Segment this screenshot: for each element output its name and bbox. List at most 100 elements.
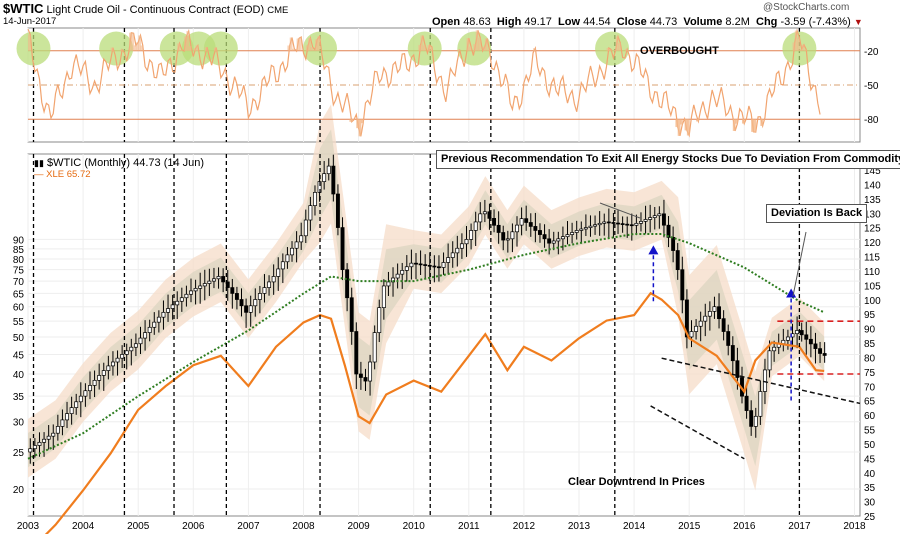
oversold-fill [735, 119, 738, 124]
line-legend-icon: — [34, 169, 44, 180]
candle-body [818, 348, 823, 354]
xle-y-tick-right: 60 [864, 411, 876, 422]
xle-y-tick-right: 80 [864, 353, 876, 364]
overbought-fill [296, 38, 300, 51]
xle-y-tick-right: 145 [864, 166, 881, 177]
xle-y-tick-right: 55 [864, 426, 876, 437]
candle-body [423, 264, 428, 266]
x-axis-tick: 2003 [17, 521, 40, 532]
high-value: 49.17 [524, 16, 552, 28]
candle-body [179, 297, 184, 302]
candle-body [446, 257, 451, 263]
candle-body [519, 218, 524, 226]
price-y-tick-left: 45 [13, 350, 25, 361]
watermark: @StockCharts.com [763, 2, 849, 13]
candle-body [101, 370, 106, 376]
volume-label: Volume [683, 16, 723, 28]
candle-body [83, 390, 88, 397]
candle-body [538, 230, 542, 235]
candle-body [193, 288, 198, 292]
candle-body [753, 415, 758, 427]
candle-body [744, 395, 749, 411]
overbought-fill [308, 37, 311, 51]
oversold-fill [760, 119, 764, 126]
candle-body [372, 332, 377, 363]
candle-body [345, 269, 350, 299]
candle-body [712, 306, 717, 312]
oversold-fill [753, 119, 757, 133]
overbought-fill [312, 49, 316, 51]
candle-body [799, 330, 804, 336]
x-axis-tick: 2014 [623, 521, 646, 532]
candlestick-series [28, 154, 827, 464]
candle-body [726, 331, 731, 346]
candle-body [166, 308, 170, 313]
candle-body [358, 373, 363, 378]
candle-body [652, 215, 657, 218]
candle-body [689, 331, 694, 338]
callout-pointer [599, 202, 641, 219]
candle-body [133, 343, 138, 348]
candle-body [560, 236, 565, 240]
price-y-tick-left: 25 [13, 448, 25, 459]
candle-body [207, 280, 212, 284]
candle-body [694, 325, 699, 332]
candle-body [299, 235, 304, 243]
candle-legend-icon: ▮▮ [34, 158, 44, 168]
candle-body [230, 287, 235, 294]
candle-body [625, 223, 630, 226]
xle-line [44, 291, 825, 534]
overbought-fill [468, 46, 472, 51]
candle-body [271, 276, 276, 283]
overbought-fill [179, 49, 183, 51]
candle-body [703, 315, 708, 322]
overbought-fill [487, 49, 490, 51]
x-axis-tick: 2011 [458, 521, 480, 532]
overbought-fill [606, 47, 610, 51]
inner-band [28, 129, 825, 468]
down-triangle-icon: ▼ [853, 17, 863, 27]
overbought-fill [193, 48, 197, 51]
xle-y-tick-right: 110 [864, 267, 880, 278]
candle-body [253, 299, 258, 307]
candle-body [450, 252, 455, 258]
price-y-tick-left: 65 [13, 289, 25, 300]
oversold-fill [356, 119, 360, 129]
candle-body [730, 345, 735, 362]
callout-pointer [792, 231, 807, 297]
candle-body [570, 232, 575, 235]
candle-body [161, 311, 166, 318]
indicator-y-tick: -50 [864, 81, 879, 92]
candle-body [478, 213, 483, 223]
oversold-fill [358, 119, 362, 137]
candle-body [671, 237, 676, 251]
oversold-fill [360, 119, 364, 124]
overbought-fill [135, 42, 139, 51]
x-axis-tick: 2015 [678, 521, 701, 532]
overbought-fill [138, 35, 141, 51]
xle-y-tick-right: 135 [864, 195, 881, 206]
volume-value: 8.2M [725, 16, 750, 28]
candle-body [303, 219, 308, 237]
candle-body [216, 276, 221, 280]
overbought-fill [119, 49, 123, 51]
overbought-fill [792, 42, 796, 51]
overbought-fill [186, 31, 190, 51]
overbought-fill [213, 47, 217, 51]
x-axis-tick: 2018 [843, 521, 866, 532]
candle-body [308, 205, 313, 221]
oversold-fill [684, 119, 688, 131]
candle-body [354, 331, 359, 375]
annotation-downtrend: Clear Downtrend In Prices [568, 476, 705, 488]
downtrend-line-upper [661, 357, 861, 405]
legend-xle-label: XLE 65.72 [46, 169, 91, 180]
overbought-fill [177, 43, 181, 51]
candle-body [152, 321, 157, 328]
indicator-y-tick: -20 [864, 47, 879, 58]
candle-body [97, 375, 102, 381]
candle-body [524, 218, 529, 223]
candle-body [436, 266, 441, 269]
candle-body [294, 241, 299, 249]
oversold-fill [686, 119, 690, 136]
